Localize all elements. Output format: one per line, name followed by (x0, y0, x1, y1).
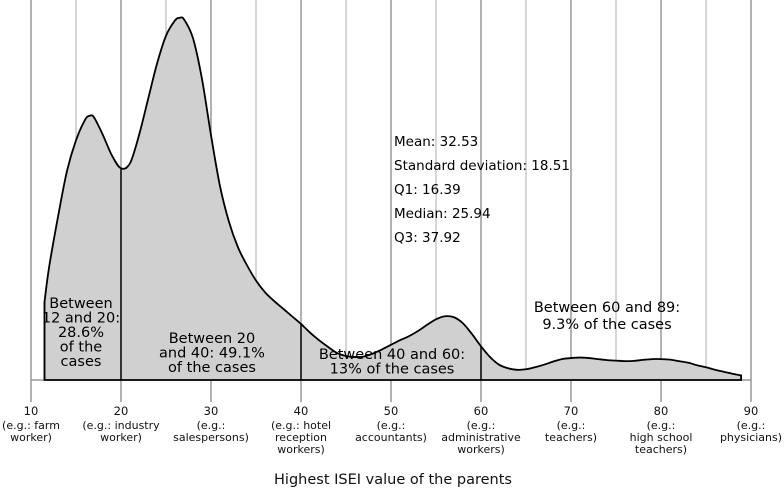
tick-label-40: 40 (294, 404, 309, 418)
stat-mean: Mean: 32.53 (394, 134, 478, 150)
stat-q3: Q3: 37.92 (394, 230, 461, 246)
region-label-4: Between 60 and 89: 9.3% of the cases (534, 300, 680, 333)
region-dividers (43, 168, 742, 380)
tick-label-80: 80 (654, 404, 669, 418)
region-labels: Between 12 and 20: 28.6% of the cases Between… (42, 296, 680, 378)
region-label-1: Between 12 and 20: 28.6% of the cases (42, 296, 120, 370)
tick-label-30: 30 (204, 404, 219, 418)
tick-label-20: 20 (114, 404, 129, 418)
tick-example-30: (e.g.: salespersons) (173, 419, 249, 444)
tick-example-80: (e.g.: high school teachers) (630, 419, 693, 456)
tick-example-10: (e.g.: farm worker) (2, 419, 60, 444)
stat-median: Median: 25.94 (394, 206, 491, 222)
tick-example-60: (e.g.: administrative workers) (441, 419, 521, 456)
density-curve (43, 16, 742, 381)
density-area (43, 16, 742, 381)
region-label-3: Between 40 and 60: 13% of the cases (319, 347, 465, 378)
tick-label-70: 70 (564, 404, 579, 418)
x-axis: 10(e.g.: farm worker) 20(e.g.: industry wor… (2, 404, 782, 456)
tick-example-20: (e.g.: industry worker) (82, 419, 160, 444)
region-label-2: Between 20 and 40: 49.1% of the cases (159, 331, 265, 376)
x-axis-title: Highest ISEI value of the parents (274, 472, 512, 488)
tick-label-60: 60 (474, 404, 489, 418)
stat-q1: Q1: 16.39 (394, 182, 461, 198)
statistics-box: Mean: 32.53 Standard deviation: 18.51 Q1: … (394, 134, 570, 246)
stat-standard-deviation: Standard deviation: 18.51 (394, 158, 570, 174)
tick-label-90: 90 (744, 404, 759, 418)
tick-example-50: (e.g.: accountants) (355, 419, 427, 444)
tick-label-50: 50 (384, 404, 399, 418)
tick-example-70: (e.g.: teachers) (545, 419, 597, 444)
tick-example-40: (e.g.: hotel reception workers) (271, 419, 331, 456)
tick-example-90: (e.g.: physicians) (720, 419, 782, 444)
tick-label-10: 10 (24, 404, 39, 418)
